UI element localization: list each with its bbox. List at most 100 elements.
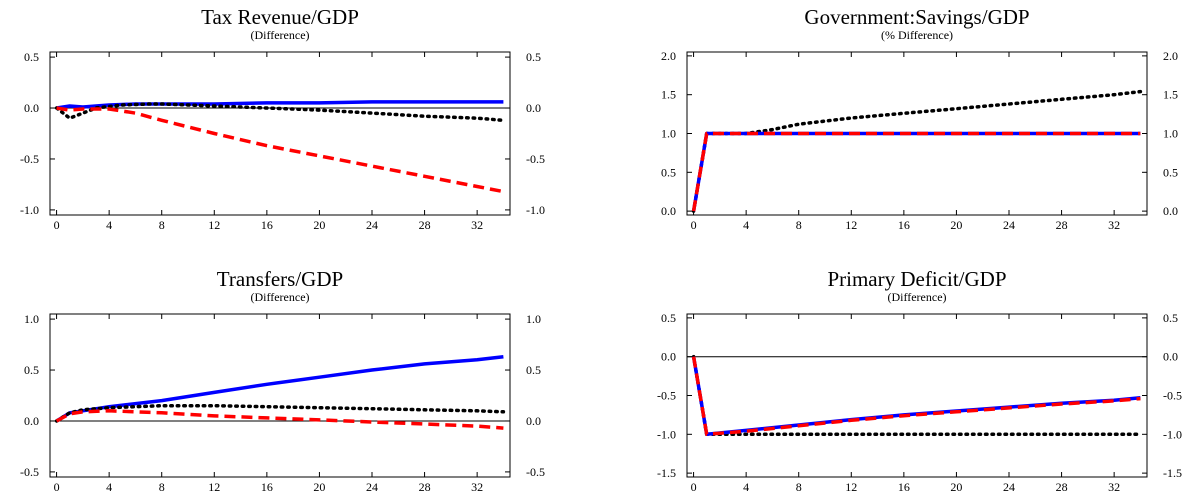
x-tick-label: 4: [743, 480, 749, 494]
x-tick-label: 4: [743, 218, 749, 232]
x-tick-label: 20: [950, 480, 962, 494]
plot-frame: [49, 51, 511, 216]
chart-plot: 0 4 8 12 16 20 24 28 32 -0.5 -0.5 0.0 0.0 0.5 0.5 1.0 1.…: [20, 312, 545, 494]
x-tick-label: 8: [159, 480, 165, 494]
x-tick-label: 4: [106, 218, 112, 232]
y-tick-label-right: 2.0: [1163, 49, 1178, 63]
y-tick-label-right: 0.5: [1163, 165, 1178, 179]
y-tick-label-left: -1.5: [657, 466, 676, 480]
plot-frame: [686, 313, 1148, 478]
y-tick-label-left: 1.0: [24, 312, 39, 326]
y-tick-label-right: -0.5: [1163, 389, 1182, 403]
x-tick-label: 0: [54, 480, 60, 494]
y-tick-label-right: 0.0: [1163, 350, 1178, 364]
x-tick-label: 12: [845, 218, 857, 232]
x-tick-label: 28: [1056, 480, 1068, 494]
series-line-3: [56, 106, 504, 194]
y-tick-label-left: 0.0: [661, 204, 676, 218]
chart-title: Transfers/GDP: [216, 267, 344, 291]
y-tick-label-left: -1.0: [657, 427, 676, 441]
y-tick-label-right: -1.0: [526, 203, 545, 217]
y-tick-label-right: -0.5: [526, 465, 545, 479]
x-tick-label: 20: [313, 218, 325, 232]
y-tick-label-left: 1.0: [661, 127, 676, 141]
chart-panel-tax-revenue: Tax Revenue/GDP (Difference) 0 4 8 12 16 20 24…: [0, 0, 560, 232]
chart-subtitle: (Difference): [250, 290, 310, 304]
y-tick-label-left: 0.0: [24, 414, 39, 428]
y-tick-label-left: 1.5: [661, 88, 676, 102]
x-tick-label: 12: [845, 480, 857, 494]
series-line-2: [54, 102, 506, 123]
x-tick-label: 24: [1003, 480, 1015, 494]
series-line-2: [691, 131, 1141, 212]
y-tick-label-left: 0.5: [24, 50, 39, 64]
series-line-3: [691, 131, 1141, 212]
x-tick-label: 16: [261, 218, 273, 232]
chart-panel-primary-deficit: Primary Deficit/GDP (Difference) 0 4 8 12 16…: [637, 262, 1197, 494]
x-tick-label: 12: [208, 480, 220, 494]
y-tick-label-left: -0.5: [657, 389, 676, 403]
chart-panel-government-savings: Government:Savings/GDP (% Difference) 0 4…: [637, 0, 1197, 232]
series-line-1: [56, 100, 504, 110]
y-tick-label-left: -1.0: [20, 203, 39, 217]
y-tick-label-right: 0.5: [526, 363, 541, 377]
x-tick-label: 0: [54, 218, 60, 232]
x-tick-label: 24: [366, 218, 378, 232]
y-tick-label-left: 0.0: [24, 101, 39, 115]
x-tick-label: 16: [261, 480, 273, 494]
series-line-2: [54, 403, 506, 423]
x-tick-label: 24: [1003, 218, 1015, 232]
series-line-1: [691, 89, 1143, 213]
chart-panel-transfers: Transfers/GDP (Difference) 0 4 8 12 16 20 24 28…: [0, 262, 560, 494]
y-tick-label-right: -0.5: [526, 152, 545, 166]
chart-plot: 0 4 8 12 16 20 24 28 32 -1.5 -1.5 -1.0 -1.0 -0.5 -0.5 0…: [657, 311, 1182, 494]
chart-plot: 0 4 8 12 16 20 24 28 32 0.0 0.0 0.5 0.5 1.0 1.0 1.5 1.5 2…: [661, 49, 1178, 232]
x-tick-label: 8: [796, 480, 802, 494]
series-line-1: [691, 354, 1143, 437]
x-tick-label: 0: [691, 480, 697, 494]
x-tick-label: 0: [691, 218, 697, 232]
plot-frame: [49, 313, 511, 478]
x-tick-label: 32: [1108, 218, 1120, 232]
x-tick-label: 28: [419, 218, 431, 232]
y-tick-label-right: 0.5: [1163, 311, 1178, 325]
x-tick-label: 32: [471, 480, 483, 494]
series-line-2: [691, 356, 1141, 437]
chart-title: Tax Revenue/GDP: [201, 5, 359, 29]
series-line-3: [691, 356, 1141, 437]
x-tick-label: 4: [106, 480, 112, 494]
x-tick-label: 28: [419, 480, 431, 494]
y-tick-label-right: 1.0: [526, 312, 541, 326]
x-tick-label: 8: [796, 218, 802, 232]
y-tick-label-left: 2.0: [661, 49, 676, 63]
y-tick-label-left: -0.5: [20, 465, 39, 479]
y-tick-label-right: 1.5: [1163, 88, 1178, 102]
chart-subtitle: (Difference): [887, 290, 947, 304]
y-tick-label-right: 0.5: [526, 50, 541, 64]
y-tick-label-left: 0.5: [24, 363, 39, 377]
y-tick-label-left: 0.5: [661, 311, 676, 325]
y-tick-label-left: 0.0: [661, 350, 676, 364]
y-tick-label-right: -1.5: [1163, 466, 1182, 480]
chart-plot: 0 4 8 12 16 20 24 28 32 -1.0 -1.0 -0.5 -0.5 0.0 0.0 0.5…: [20, 50, 545, 232]
x-tick-label: 20: [313, 480, 325, 494]
x-tick-label: 32: [1108, 480, 1120, 494]
x-tick-label: 28: [1056, 218, 1068, 232]
chart-subtitle: (Difference): [250, 28, 310, 42]
x-tick-label: 24: [366, 480, 378, 494]
x-tick-label: 32: [471, 218, 483, 232]
x-tick-label: 20: [950, 218, 962, 232]
y-tick-label-right: 0.0: [1163, 204, 1178, 218]
y-tick-label-left: -0.5: [20, 152, 39, 166]
x-tick-label: 16: [898, 218, 910, 232]
chart-title: Primary Deficit/GDP: [827, 267, 1007, 291]
chart-subtitle: (% Difference): [880, 28, 954, 42]
y-tick-label-right: 0.0: [526, 414, 541, 428]
y-tick-label-right: -1.0: [1163, 427, 1182, 441]
x-tick-label: 12: [208, 218, 220, 232]
chart-title: Government:Savings/GDP: [804, 5, 1030, 29]
y-tick-label-left: 0.5: [661, 165, 676, 179]
y-tick-label-right: 0.0: [526, 101, 541, 115]
y-tick-label-right: 1.0: [1163, 127, 1178, 141]
x-tick-label: 16: [898, 480, 910, 494]
